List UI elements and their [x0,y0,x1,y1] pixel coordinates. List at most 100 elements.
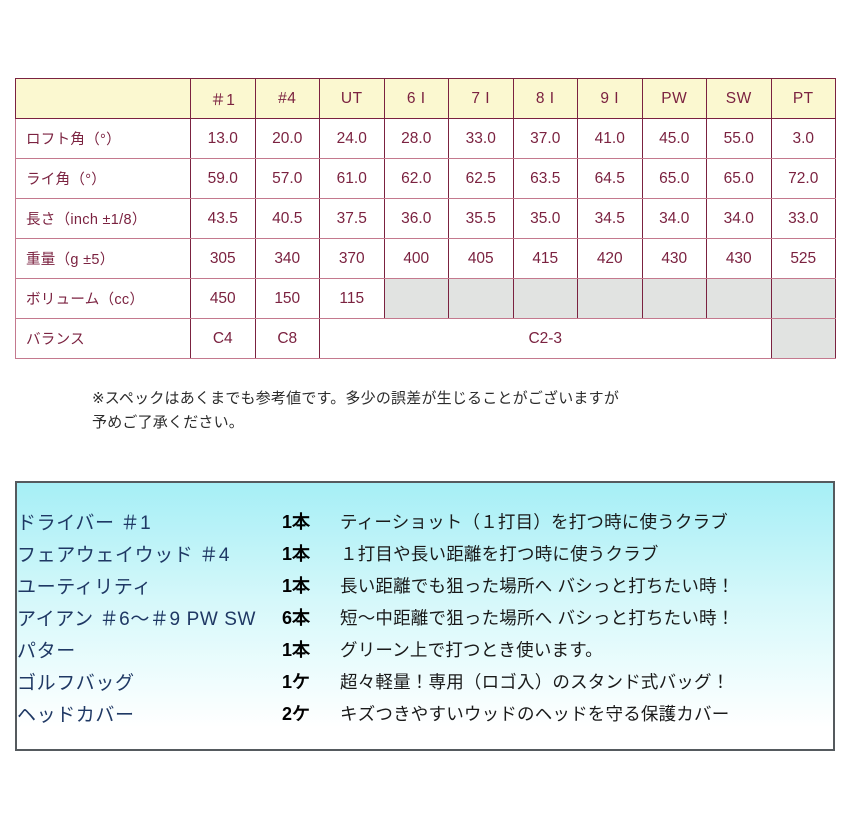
kit-contents-table: ドライバー ＃1 1本 ティーショット（１打目）を打つ時に使うクラブ フェアウェ… [17,505,833,729]
list-item: パター 1本 グリーン上で打つとき使います。 [17,633,833,665]
kit-item-desc-utility: 長い距離でも狙った場所へ バシっと打ちたい時！ [340,575,735,596]
cell-weight-8: 430 [641,238,707,279]
header-cell-ut: UT [319,78,385,119]
cell-lie-4: 62.0 [383,158,449,199]
list-item: ドライバー ＃1 1本 ティーショット（１打目）を打つ時に使うクラブ [17,505,833,537]
cell-length-3: 37.5 [319,198,385,239]
kit-contents-box: ドライバー ＃1 1本 ティーショット（１打目）を打つ時に使うクラブ フェアウェ… [15,481,835,751]
cell-loft-2: 20.0 [254,118,320,159]
header-cell-driver: ＃1 [190,78,256,119]
cell-volume-6-disabled [512,278,578,319]
cell-loft-6: 37.0 [512,118,578,159]
header-cell-9i: 9 I [577,78,643,119]
cell-length-10: 33.0 [770,198,836,239]
cell-lie-5: 62.5 [448,158,514,199]
row-label-volume: ボリューム（cc） [15,278,191,319]
cell-volume-4-disabled [383,278,449,319]
cell-length-9: 34.0 [706,198,772,239]
spec-disclaimer-note: ※スペックはあくまでも参考値です。多少の誤差が生じることがございますが 予めご了… [92,387,792,435]
kit-item-desc-fairway-wood: １打目や長い距離を打つ時に使うクラブ [340,543,659,564]
kit-item-qty-driver: 1本 [282,512,311,532]
kit-item-qty-golf-bag: 1ケ [282,672,311,692]
list-item: ヘッドカバー 2ケ キズつきやすいウッドのヘッドを守る保護カバー [17,697,833,729]
header-cell-sw: SW [706,78,772,119]
cell-weight-4: 400 [383,238,449,279]
header-cell-7i: 7 I [448,78,514,119]
kit-item-name-irons: アイアン ＃6〜＃9 PW SW [17,608,257,630]
kit-item-name-utility: ユーティリティ [17,576,152,598]
kit-item-name-driver: ドライバー ＃1 [17,512,152,534]
note-line-2: 予めご了承ください。 [92,414,245,431]
cell-length-2: 40.5 [254,198,320,239]
cell-balance-2: C8 [254,318,320,359]
list-item: ユーティリティ 1本 長い距離でも狙った場所へ バシっと打ちたい時！ [17,569,833,601]
list-item: アイアン ＃6〜＃9 PW SW 6本 短〜中距離で狙った場所へ バシっと打ちた… [17,601,833,633]
kit-item-name-putter: パター [17,640,76,662]
row-label-balance: バランス [15,318,191,359]
kit-item-qty-head-cover: 2ケ [282,704,311,724]
list-item: フェアウェイウッド ＃4 1本 １打目や長い距離を打つ時に使うクラブ [17,537,833,569]
kit-item-desc-head-cover: キズつきやすいウッドのヘッドを守る保護カバー [340,703,730,724]
cell-balance-pt-disabled [770,318,836,359]
cell-volume-7-disabled [577,278,643,319]
cell-loft-5: 33.0 [448,118,514,159]
cell-volume-1: 450 [190,278,256,319]
cell-length-7: 34.5 [577,198,643,239]
cell-length-4: 36.0 [383,198,449,239]
cell-volume-2: 150 [254,278,320,319]
cell-weight-3: 370 [319,238,385,279]
cell-volume-10-disabled [770,278,836,319]
cell-length-8: 34.0 [641,198,707,239]
cell-lie-3: 61.0 [319,158,385,199]
cell-volume-3: 115 [319,278,385,319]
kit-item-name-golf-bag: ゴルフバッグ [17,672,135,694]
spec-table-header-row: ＃1 #4 UT 6 I 7 I 8 I 9 I PW SW PT [15,78,836,119]
cell-weight-9: 430 [706,238,772,279]
note-line-1: ※スペックはあくまでも参考値です。多少の誤差が生じることがございますが [92,390,620,407]
header-cell-pt: PT [770,78,836,119]
kit-item-qty-putter: 1本 [282,640,311,660]
kit-item-desc-irons: 短〜中距離で狙った場所へ バシっと打ちたい時！ [340,607,735,628]
cell-weight-6: 415 [512,238,578,279]
header-cell-empty [15,78,191,119]
row-label-loft: ロフト角（°） [15,118,191,159]
kit-item-name-fairway-wood: フェアウェイウッド ＃4 [17,544,231,566]
cell-loft-7: 41.0 [577,118,643,159]
cell-lie-1: 59.0 [190,158,256,199]
table-row: 重量（g ±5） 305 340 370 400 405 415 420 430… [15,238,836,279]
row-label-lie: ライ角（°） [15,158,191,199]
kit-item-qty-utility: 1本 [282,576,311,596]
header-cell-6i: 6 I [383,78,449,119]
header-cell-8i: 8 I [512,78,578,119]
kit-item-qty-irons: 6本 [282,608,311,628]
cell-lie-8: 65.0 [641,158,707,199]
spec-table: ＃1 #4 UT 6 I 7 I 8 I 9 I PW SW PT ロフト角（°… [15,78,836,359]
spec-table-container: ＃1 #4 UT 6 I 7 I 8 I 9 I PW SW PT ロフト角（°… [15,78,836,359]
cell-length-5: 35.5 [448,198,514,239]
cell-length-6: 35.0 [512,198,578,239]
cell-lie-2: 57.0 [254,158,320,199]
cell-weight-7: 420 [577,238,643,279]
table-row: バランス C4 C8 C2-3 [15,318,836,359]
row-label-length: 長さ（inch ±1/8） [15,198,191,239]
cell-length-1: 43.5 [190,198,256,239]
kit-item-desc-putter: グリーン上で打つとき使います。 [340,639,603,660]
header-cell-pw: PW [641,78,707,119]
kit-item-name-head-cover: ヘッドカバー [17,704,135,726]
cell-lie-9: 65.0 [706,158,772,199]
table-row: ボリューム（cc） 450 150 115 [15,278,836,319]
cell-weight-2: 340 [254,238,320,279]
cell-volume-8-disabled [641,278,707,319]
cell-balance-span: C2-3 [319,318,772,359]
kit-item-desc-driver: ティーショット（１打目）を打つ時に使うクラブ [340,511,728,532]
cell-weight-10: 525 [770,238,836,279]
kit-item-desc-golf-bag: 超々軽量！専用（ロゴ入）のスタンド式バッグ！ [340,671,730,692]
cell-loft-4: 28.0 [383,118,449,159]
cell-balance-1: C4 [190,318,256,359]
row-label-weight: 重量（g ±5） [15,238,191,279]
cell-volume-5-disabled [448,278,514,319]
cell-loft-1: 13.0 [190,118,256,159]
cell-weight-1: 305 [190,238,256,279]
cell-weight-5: 405 [448,238,514,279]
cell-lie-10: 72.0 [770,158,836,199]
